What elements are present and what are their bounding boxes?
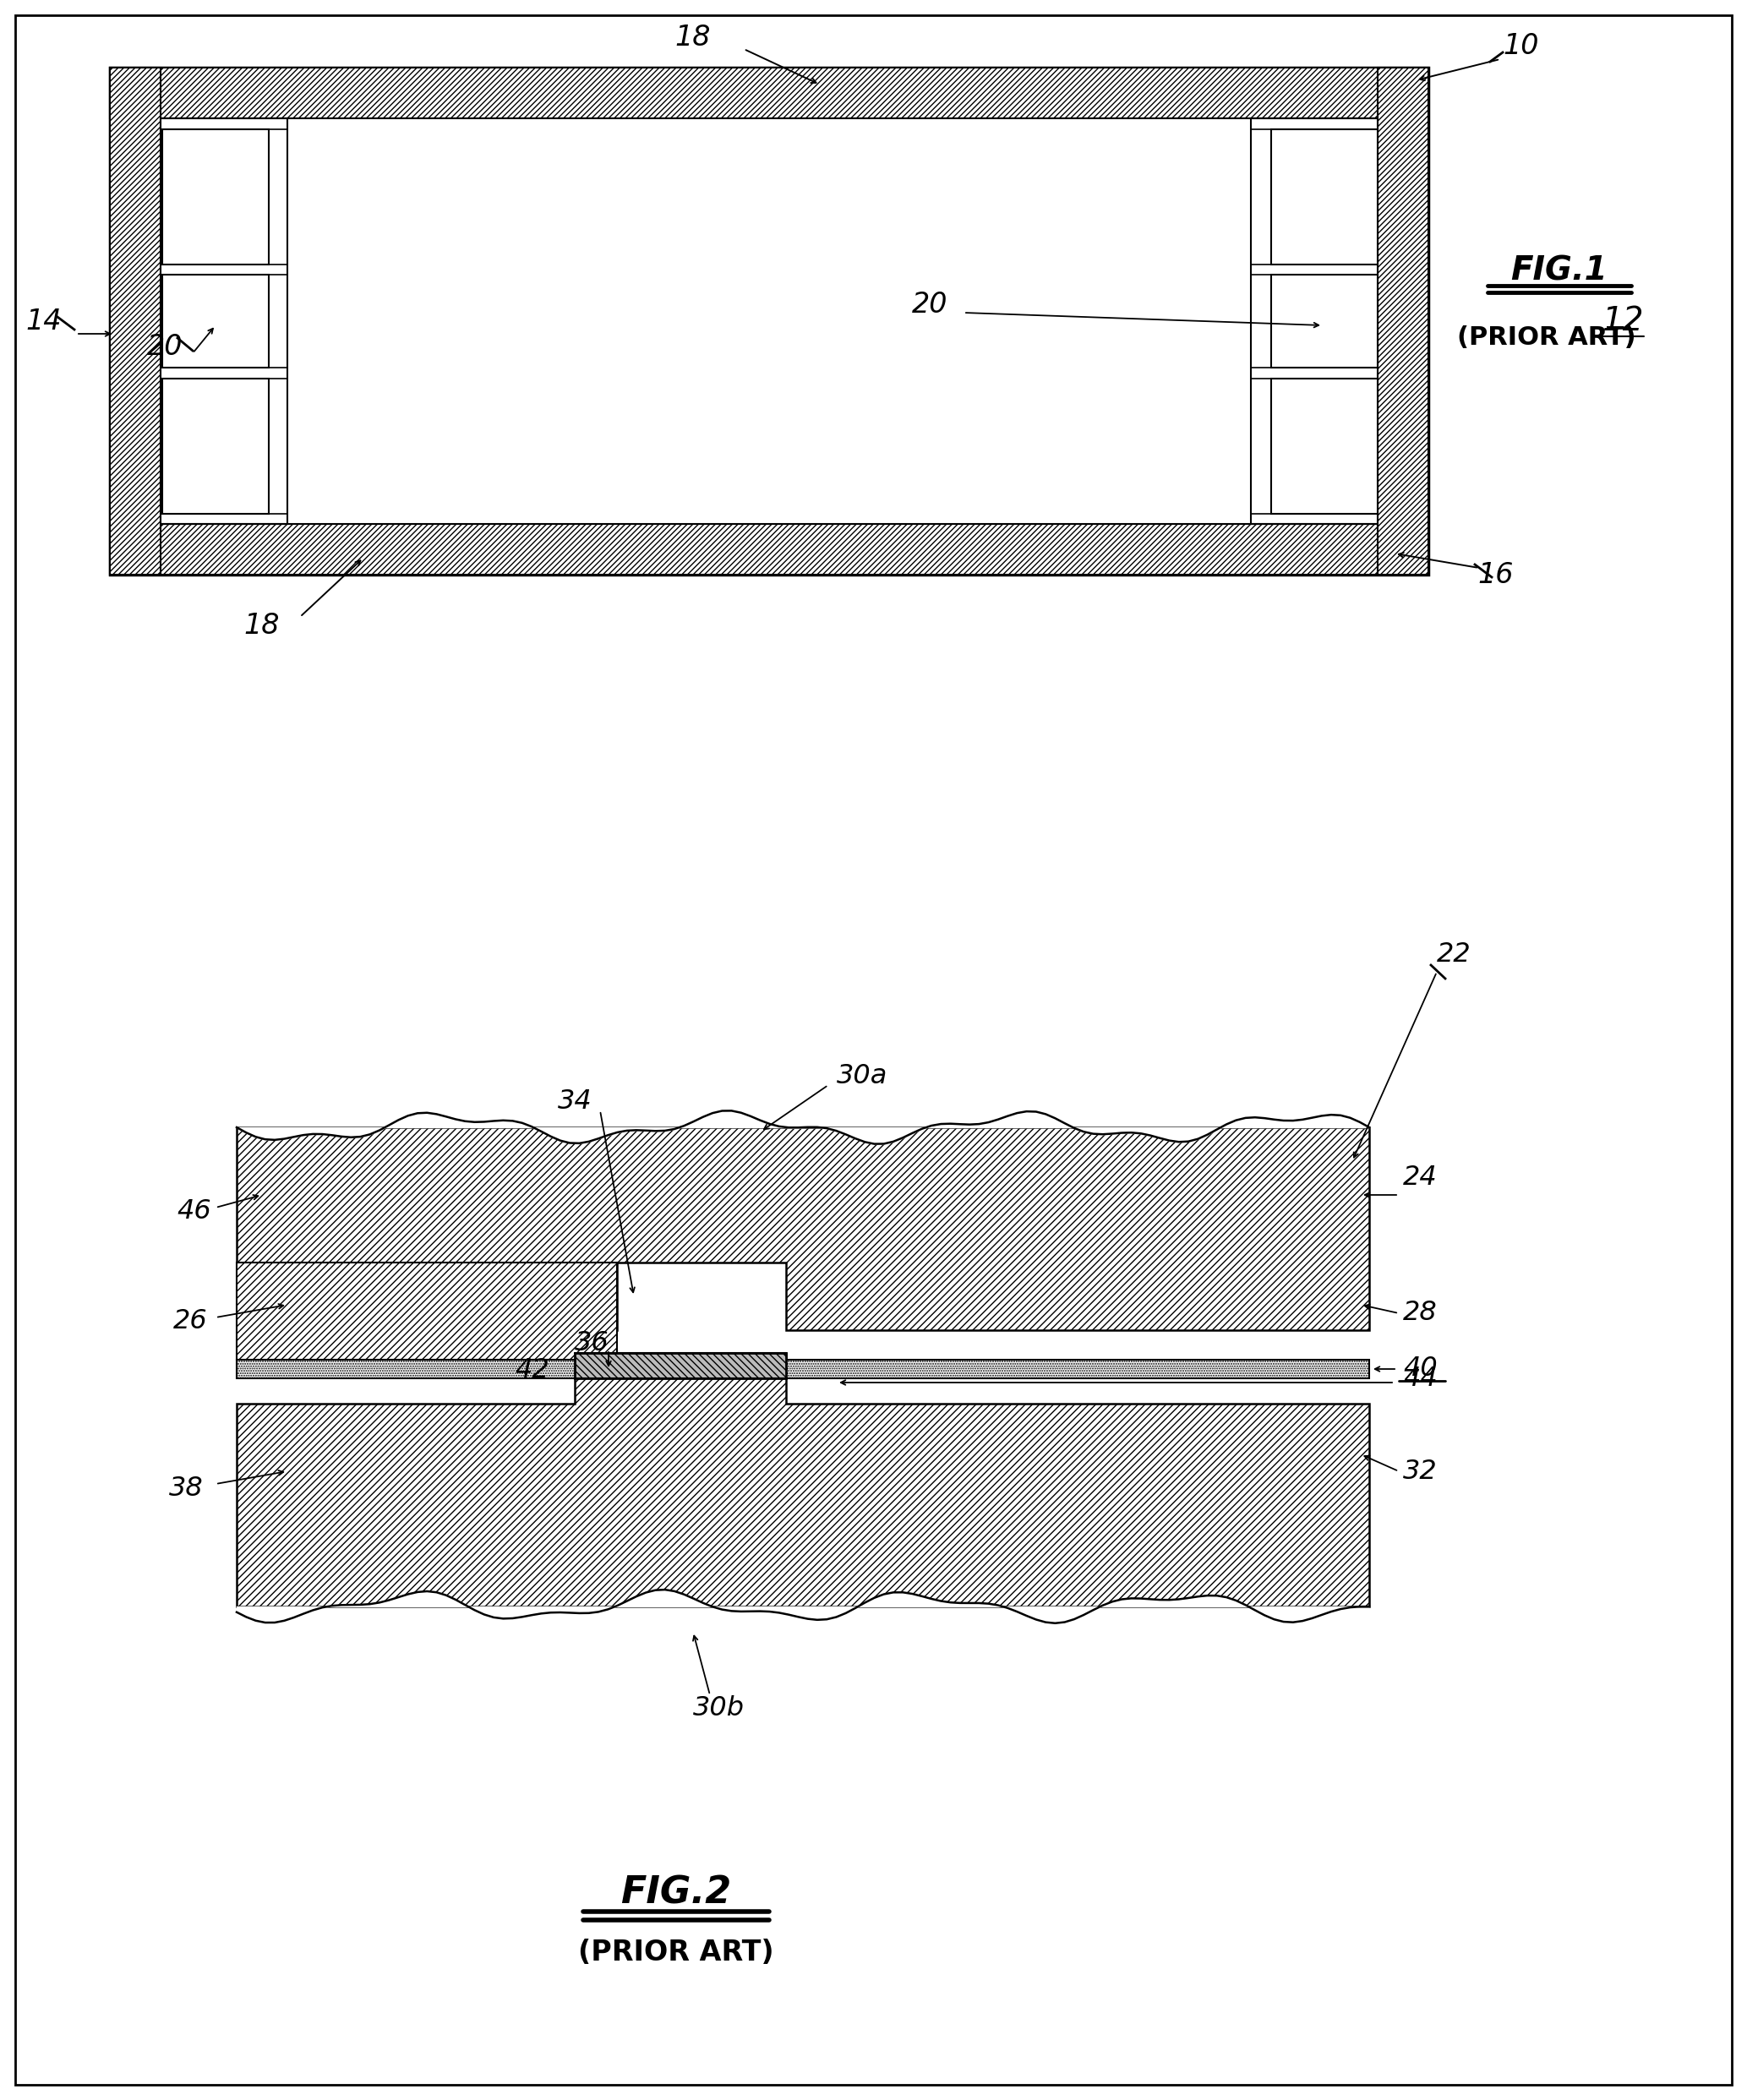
Text: 46: 46 [176,1199,211,1224]
Text: 14: 14 [26,307,61,336]
Bar [110,67,161,575]
Bar [236,1262,617,1359]
Text: (PRIOR ART): (PRIOR ART) [578,1938,774,1966]
Text: 30b: 30b [692,1695,744,1722]
Text: 10: 10 [1504,31,1539,61]
Text: 18: 18 [674,23,711,52]
Text: 34: 34 [557,1090,592,1115]
Bar [162,128,269,265]
Bar [575,1352,786,1378]
Text: 16: 16 [1478,561,1515,588]
Text: 44: 44 [1403,1365,1438,1392]
Bar [162,378,269,512]
Text: 20: 20 [147,332,183,361]
Text: 22: 22 [1436,941,1471,968]
Text: 28: 28 [1403,1300,1438,1327]
Text: 42: 42 [515,1357,549,1384]
Text: 38: 38 [169,1474,203,1501]
Bar [162,275,269,368]
Text: 20: 20 [912,290,947,319]
Bar [1272,275,1378,368]
Text: (PRIOR ART): (PRIOR ART) [1457,326,1637,351]
Text: 32: 32 [1403,1457,1438,1485]
Text: FIG.1: FIG.1 [1511,254,1607,286]
Bar [110,67,1429,575]
Bar [1272,128,1378,265]
Bar [161,118,1378,523]
Polygon shape [236,1128,1370,1329]
Text: 36: 36 [575,1329,610,1357]
Bar [1378,67,1429,575]
Bar [110,67,1429,118]
Text: 24: 24 [1403,1166,1438,1191]
Text: 26: 26 [173,1308,208,1336]
Text: 30a: 30a [837,1063,887,1090]
Bar [236,1359,1370,1378]
Text: FIG.2: FIG.2 [620,1875,732,1911]
Text: 12: 12 [1602,304,1644,338]
Text: 40: 40 [1403,1357,1438,1382]
Text: 18: 18 [245,611,280,638]
Bar [1272,378,1378,512]
Polygon shape [236,1352,1370,1606]
Bar [110,523,1429,575]
